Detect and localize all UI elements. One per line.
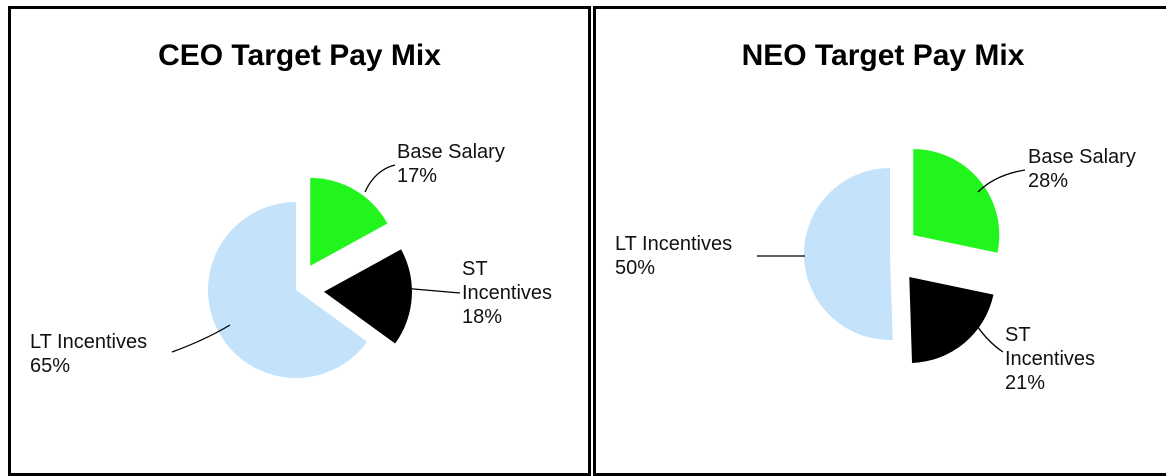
slice-label: Base Salary 28% <box>1028 145 1166 193</box>
category-label: Base Salary <box>397 141 505 163</box>
slice-label: ST Incentives 18% <box>462 257 572 329</box>
slice-label: Base Salary 17% <box>397 140 557 188</box>
leader-line <box>171 324 231 353</box>
value-label: 17% <box>397 165 438 187</box>
value-label: 50% <box>615 257 656 279</box>
slice-label: LT Incentives 50% <box>615 232 775 280</box>
pie-slice <box>913 149 1000 253</box>
pie-slice <box>803 168 893 340</box>
pie-slice <box>323 249 412 344</box>
pie-slice <box>310 177 388 266</box>
pie-slice <box>207 202 368 379</box>
leader-line <box>364 164 396 193</box>
category-label: LT Incentives <box>615 233 733 255</box>
leader-line <box>977 169 1026 193</box>
leader-line <box>401 287 461 294</box>
chart-title: NEO Target Pay Mix <box>741 39 1025 72</box>
category-label: ST Incentives <box>1005 324 1096 370</box>
leader-line <box>971 317 1004 353</box>
value-label: 28% <box>1028 170 1069 192</box>
category-label: ST Incentives <box>462 258 553 304</box>
value-label: 21% <box>1005 372 1046 394</box>
category-label: LT Incentives <box>30 331 148 353</box>
chart <box>171 149 1026 379</box>
category-label: Base Salary <box>1028 146 1136 168</box>
slice-label: ST Incentives 21% <box>1005 323 1115 395</box>
chart-title: CEO Target Pay Mix <box>158 39 441 72</box>
page: CEO Target Pay Mix NEO Target Pay Mix ((… <box>8 6 1166 476</box>
value-label: 18% <box>462 306 503 328</box>
value-label: 65% <box>30 355 71 377</box>
slice-label: LT Incentives 65% <box>30 330 190 378</box>
pie-slice <box>909 276 994 363</box>
